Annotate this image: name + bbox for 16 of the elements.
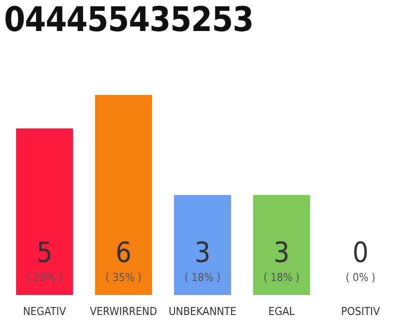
annotation: ( 18% ) (263, 271, 300, 284)
x-tick-label: POSITIV (341, 305, 380, 318)
annotation: ( 35% ) (105, 271, 142, 284)
chart-title: 044455435253 (4, 0, 254, 40)
annotation: ( 18% ) (184, 271, 221, 284)
x-tick-label: NEGATIV (23, 305, 66, 318)
data-label: 0 (352, 236, 369, 269)
data-label: 5 (36, 236, 53, 269)
data-label: 6 (115, 236, 132, 269)
annotation: ( 0% ) (346, 271, 376, 284)
data-label: 3 (273, 236, 290, 269)
data-label: 3 (194, 236, 211, 269)
x-tick-label: VERWIRREND (90, 305, 158, 318)
annotation: ( 29% ) (26, 271, 63, 284)
x-tick-label: UNBEKANNTE (168, 305, 236, 318)
x-tick-label: EGAL (268, 305, 296, 318)
